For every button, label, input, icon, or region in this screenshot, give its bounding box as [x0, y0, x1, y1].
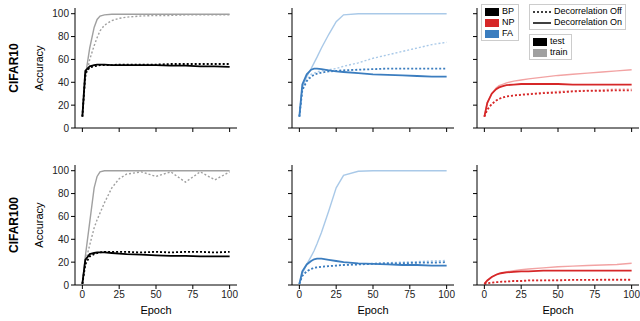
svg-text:20: 20 — [58, 100, 70, 111]
html-text:CIFAR100: CIFAR100 — [7, 197, 21, 253]
svg-text:100: 100 — [52, 165, 69, 176]
html-text:NP: NP — [502, 17, 515, 27]
svg-text:80: 80 — [58, 188, 70, 199]
svg-text:0: 0 — [80, 289, 86, 300]
html-text:test: test — [550, 36, 565, 46]
html-text:FA: FA — [502, 28, 513, 38]
html-text:BP: BP — [502, 6, 514, 16]
svg-text:25: 25 — [331, 289, 343, 300]
svg-text:80: 80 — [58, 31, 70, 42]
svg-text:25: 25 — [516, 289, 528, 300]
svg-text:100: 100 — [623, 289, 632, 300]
svg-text:40: 40 — [58, 234, 70, 245]
svg-text:40: 40 — [58, 77, 70, 88]
html-text:Accuracy: Accuracy — [33, 45, 45, 91]
svg-text:0: 0 — [482, 289, 488, 300]
svg-text:0: 0 — [63, 123, 69, 134]
html-text:Decorrelation Off: Decorrelation Off — [554, 6, 622, 16]
svg-text:50: 50 — [150, 289, 162, 300]
svg-text:20: 20 — [58, 257, 70, 268]
svg-text:60: 60 — [58, 54, 70, 65]
svg-text:0: 0 — [297, 289, 303, 300]
svg-text:100: 100 — [52, 8, 69, 19]
svg-text:75: 75 — [589, 289, 601, 300]
svg-text:100: 100 — [438, 289, 455, 300]
svg-text:100: 100 — [221, 289, 238, 300]
html-text:CIFAR10: CIFAR10 — [7, 43, 21, 93]
svg-text:60: 60 — [58, 211, 70, 222]
svg-text:50: 50 — [367, 289, 379, 300]
html-text:Epoch: Epoch — [357, 304, 389, 316]
svg-text:75: 75 — [187, 289, 199, 300]
html-text:Epoch: Epoch — [140, 304, 172, 316]
svg-text:50: 50 — [552, 289, 564, 300]
html-text:Epoch: Epoch — [542, 304, 574, 316]
html-text:Decorrelation On: Decorrelation On — [554, 17, 622, 27]
html-text:Accuracy: Accuracy — [33, 202, 45, 248]
html-text:train: train — [550, 47, 568, 57]
svg-text:75: 75 — [404, 289, 416, 300]
svg-text:25: 25 — [114, 289, 126, 300]
svg-text:0: 0 — [63, 280, 69, 291]
